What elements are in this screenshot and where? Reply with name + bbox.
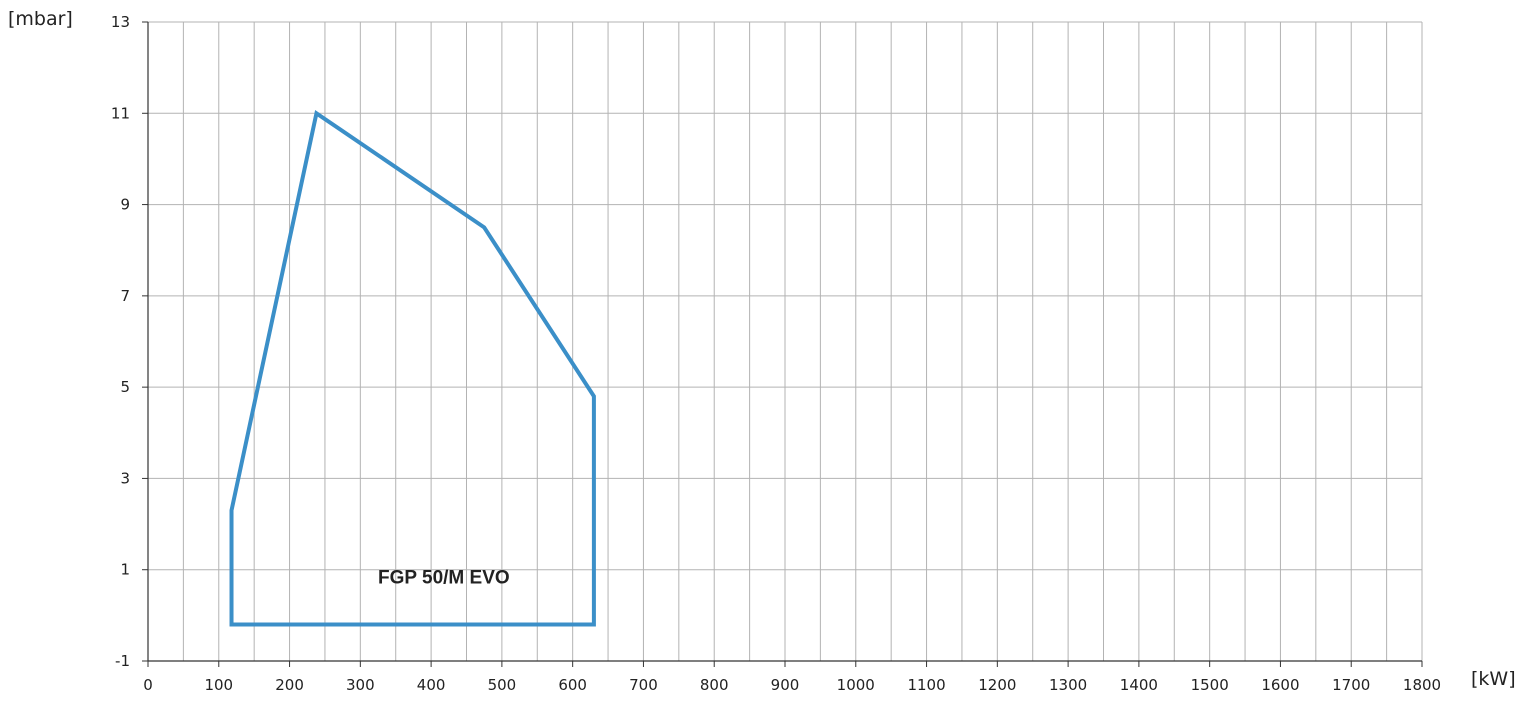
- x-axis-unit-label: [kW]: [1471, 668, 1516, 690]
- x-tick-label: 800: [700, 676, 729, 694]
- x-tick-label: 400: [417, 676, 446, 694]
- x-tick-label: 1300: [1049, 676, 1087, 694]
- x-tick-label: 1500: [1191, 676, 1229, 694]
- y-axis-unit-label: [mbar]: [8, 8, 73, 30]
- x-tick-label: 600: [558, 676, 587, 694]
- x-tick-label: 1400: [1120, 676, 1158, 694]
- x-tick-label: 200: [275, 676, 304, 694]
- x-tick-label: 1800: [1403, 676, 1441, 694]
- series-annotation-label: FGP 50/M EVO: [378, 567, 510, 588]
- x-tick-label: 100: [204, 676, 233, 694]
- y-tick-label: 5: [120, 378, 130, 396]
- y-tick-label: 11: [111, 104, 130, 122]
- x-tick-label: 500: [488, 676, 517, 694]
- y-tick-label: 9: [120, 196, 130, 214]
- x-tick-label: 1200: [978, 676, 1016, 694]
- x-tick-label: 1100: [907, 676, 945, 694]
- x-tick-label: 1000: [837, 676, 875, 694]
- x-tick-label: 0: [143, 676, 153, 694]
- y-tick-label: 1: [120, 561, 130, 579]
- x-tick-label: 900: [771, 676, 800, 694]
- x-tick-label: 1600: [1261, 676, 1299, 694]
- x-tick-label: 700: [629, 676, 658, 694]
- y-tick-label: 13: [111, 13, 130, 31]
- y-tick-label: 3: [120, 469, 130, 487]
- x-tick-label: 1700: [1332, 676, 1370, 694]
- y-tick-label: -1: [115, 652, 130, 670]
- x-tick-label: 300: [346, 676, 375, 694]
- y-tick-label: 7: [120, 287, 130, 305]
- series-outline: [229, 109, 596, 627]
